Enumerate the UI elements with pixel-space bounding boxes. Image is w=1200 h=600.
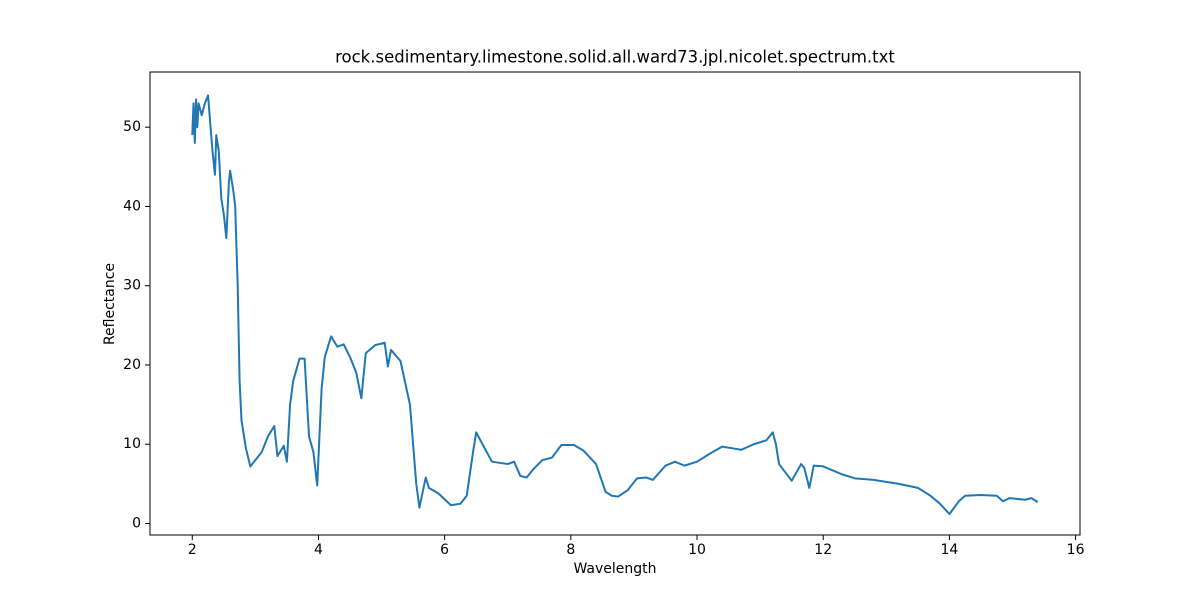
x-tick-label: 6 (440, 542, 449, 558)
y-tick-label: 20 (123, 357, 141, 373)
series-line (191, 94, 1039, 515)
x-tick-label: 16 (1067, 542, 1085, 558)
plot-area (191, 94, 1039, 515)
y-tick-label: 10 (123, 436, 141, 452)
y-tick-label: 40 (123, 198, 141, 214)
y-tick-label: 0 (132, 516, 141, 532)
x-tick-label: 14 (940, 542, 958, 558)
x-tick-label: 12 (814, 542, 832, 558)
x-tick-label: 10 (688, 542, 706, 558)
x-tick-label: 8 (566, 542, 575, 558)
x-tick-label: 4 (314, 542, 323, 558)
chart-title: rock.sedimentary.limestone.solid.all.war… (335, 48, 895, 67)
axes-frame (149, 71, 1081, 536)
x-tick-label: 2 (188, 542, 197, 558)
y-tick-label: 50 (123, 119, 141, 135)
x-axis-label: Wavelength (573, 561, 656, 577)
y-tick-label: 30 (123, 278, 141, 294)
y-axis-label: Reflectance (102, 263, 118, 345)
